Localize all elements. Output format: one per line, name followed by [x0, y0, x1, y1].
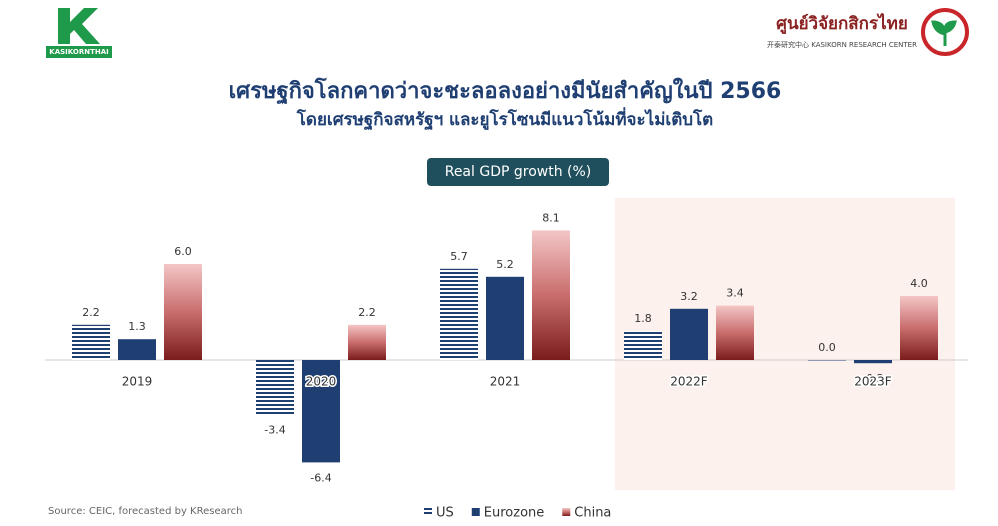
bar — [256, 360, 294, 415]
legend-swatch — [562, 508, 571, 516]
bar — [624, 331, 662, 360]
bar — [164, 264, 202, 360]
logo-text: KASIKORNTHAI — [49, 48, 108, 56]
logo-left: KASIKORNTHAI — [46, 8, 112, 58]
chart-subtitle: โดยเศรษฐกิจสหรัฐฯ และยูโรโซนมีแนวโน้มที่… — [296, 107, 713, 131]
value-label: 5.7 — [450, 250, 468, 263]
source: Source: CEIC, forecasted by KResearch — [48, 506, 242, 517]
badge-text: Real GDP growth (%) — [445, 164, 592, 180]
bar — [900, 296, 938, 360]
x-tick-label: 2020 — [306, 375, 337, 389]
value-label: 3.4 — [726, 287, 744, 300]
bar — [118, 339, 156, 360]
bar — [716, 305, 754, 360]
x-tick-label: 2023F — [854, 375, 892, 389]
badge — [427, 158, 609, 186]
value-label: 3.2 — [680, 290, 698, 303]
x-tick-label: 2019 — [122, 375, 153, 389]
value-label: -3.4 — [264, 423, 285, 436]
bar — [808, 360, 846, 361]
bar — [302, 360, 340, 463]
value-label: -6.4 — [310, 471, 331, 484]
legend-label: Eurozone — [484, 506, 544, 521]
value-label: 1.8 — [634, 312, 652, 325]
bar — [854, 360, 892, 364]
value-label: 5.2 — [496, 258, 514, 271]
bar — [348, 324, 386, 360]
logo-text: ศูนย์วิจัยกสิกรไทย — [776, 13, 908, 35]
logo-right: ศูนย์วิจัยกสิกรไทย 开泰研究中心 KASIKORN RESEA… — [767, 8, 969, 56]
value-label: 6.0 — [174, 245, 192, 258]
legend-label: China — [574, 506, 611, 521]
legend-swatch — [471, 508, 480, 516]
logo-text: 开泰研究中心 KASIKORN RESEARCH CENTER — [767, 40, 917, 49]
value-label: 0.0 — [818, 341, 836, 354]
value-label: -0.2 — [862, 372, 883, 385]
value-label: 2.2 — [82, 306, 100, 319]
legend-swatch — [424, 508, 432, 516]
value-label: 2.2 — [358, 306, 376, 319]
bar — [72, 324, 110, 360]
bar — [486, 276, 524, 360]
chart-title: เศรษฐกิจโลกคาดว่าจะชะลอลงอย่างมีนัยสำคัญ… — [229, 77, 782, 105]
legend-label: US — [436, 506, 454, 521]
bar — [532, 230, 570, 360]
value-label: 1.3 — [128, 320, 146, 333]
x-tick-label: 2021 — [490, 375, 521, 389]
x-tick-label: 2022F — [670, 375, 708, 389]
value-label: 8.1 — [542, 211, 560, 224]
bar — [440, 268, 478, 360]
value-label: 4.0 — [910, 277, 928, 290]
bar — [670, 308, 708, 360]
